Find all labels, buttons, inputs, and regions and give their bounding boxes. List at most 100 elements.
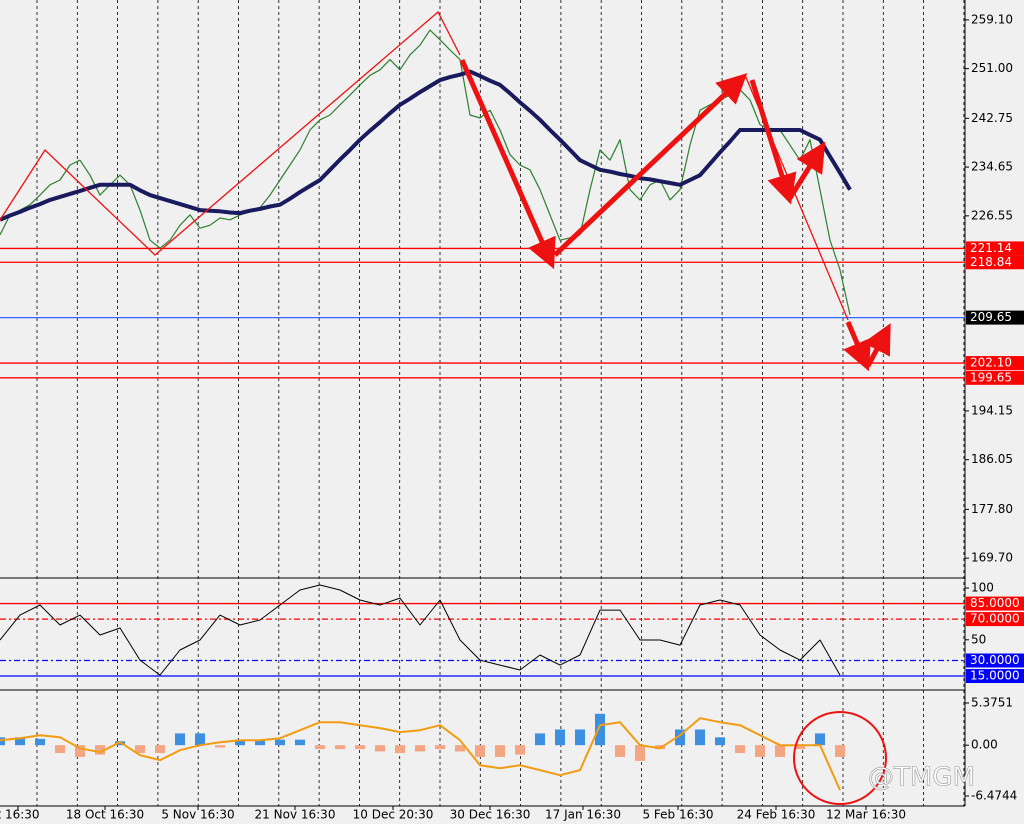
histogram-bar [695, 729, 705, 746]
level-label-bg [966, 370, 1024, 385]
level-label-bg [966, 255, 1024, 270]
level-label-bg [966, 596, 1024, 611]
y-tick-label: 234.65 [971, 160, 1013, 174]
histogram-bar [55, 745, 65, 754]
level-label: 218.84 [970, 255, 1012, 269]
histogram-bar [415, 745, 425, 752]
annotations [0, 10, 891, 805]
histogram-bar [355, 745, 365, 750]
histogram-bar [595, 713, 605, 746]
level-label: 70.0000 [970, 612, 1020, 626]
y-tick-label: -6.4744 [971, 788, 1017, 802]
histogram-bar [295, 739, 305, 746]
level-label-bg [966, 669, 1024, 684]
histogram-bar [315, 745, 325, 750]
histogram-bar [755, 745, 765, 757]
histogram-bar [395, 745, 405, 754]
y-tick-label: 194.15 [971, 403, 1013, 417]
histogram-bar [275, 739, 285, 746]
y-tick-label: 259.10 [971, 12, 1013, 26]
watermark: @TMGM [868, 763, 975, 793]
histogram-bar [775, 745, 785, 757]
histogram-bar [495, 745, 505, 757]
highlight-circle [793, 711, 887, 805]
level-label-bg [966, 612, 1024, 627]
histogram-bar [155, 745, 165, 754]
plot: 259.10 251.00 242.75 234.65 226.55 194.15 186.… [0, 12, 1024, 822]
x-tick-label: 5 Nov 16:30 [161, 808, 234, 822]
histogram-bar [675, 729, 685, 746]
y-tick-label: 242.75 [971, 111, 1013, 125]
x-tick-label: 12 Mar 16:30 [826, 808, 906, 822]
histogram-bar [215, 745, 225, 748]
histogram-bar [95, 745, 105, 755]
level-label-bg [966, 241, 1024, 256]
histogram-bar [75, 745, 85, 757]
arrow [863, 323, 891, 368]
y-tick-label: 251.00 [971, 61, 1013, 75]
level-label: 202.10 [970, 356, 1012, 370]
y-tick-label: 100 [971, 581, 994, 595]
arrow [749, 79, 797, 205]
histogram-bar [235, 739, 245, 746]
level-label-bg [966, 310, 1024, 325]
histogram-bar [635, 745, 645, 761]
histogram-bar [815, 733, 825, 746]
series-line [0, 69, 852, 222]
y-tick-label: 177.80 [971, 502, 1013, 516]
histogram-bar [35, 738, 45, 746]
trend-line [0, 10, 461, 256]
histogram-bar [135, 745, 145, 754]
level-label: 30.0000 [970, 653, 1020, 667]
x-tick-label: 24 Feb 16:30 [737, 808, 816, 822]
histogram-bar [435, 745, 445, 750]
level-label: 15.0000 [970, 669, 1020, 683]
histogram-bar [0, 737, 5, 746]
x-tick-label: 18 Oct 16:30 [66, 808, 144, 822]
histogram-bar [455, 745, 465, 752]
histogram-bar [175, 733, 185, 746]
histogram-bar [475, 745, 485, 757]
arrow [553, 73, 748, 257]
series-line [0, 717, 841, 791]
arrow [787, 141, 826, 200]
x-tick-label: 17 Jan 16:30 [545, 808, 621, 822]
histogram-bar [615, 745, 625, 757]
level-label: 209.65 [970, 310, 1012, 324]
x-tick-label: 10 Dec 20:30 [353, 808, 434, 822]
histogram-bar [195, 733, 205, 746]
y-tick-label: 0.00 [971, 738, 998, 752]
level-label-bg [966, 653, 1024, 668]
histogram-bar [335, 745, 345, 750]
histogram-bar [375, 745, 385, 752]
histogram-bar [735, 745, 745, 754]
arrow [459, 58, 556, 270]
histogram-bar [255, 739, 265, 746]
x-tick-label: 30 Dec 16:30 [450, 808, 531, 822]
level-label: 221.14 [970, 241, 1012, 255]
series-line [0, 584, 841, 676]
x-tick-label: 5 Feb 16:30 [642, 808, 713, 822]
vertical-grid [36, 0, 965, 806]
y-tick-label: 169.70 [971, 551, 1013, 565]
y-tick-label: 50 [971, 632, 986, 646]
x-tick-label: t 16:30 [0, 808, 40, 822]
histogram-bar [515, 745, 525, 755]
y-tick-label: 186.05 [971, 452, 1013, 466]
histogram-bar [555, 729, 565, 746]
histogram-bar [575, 729, 585, 746]
y-tick-label: 226.55 [971, 208, 1013, 222]
level-label-bg [966, 356, 1024, 371]
histogram-bar [835, 745, 845, 757]
y-tick-label: 5.3751 [971, 695, 1013, 709]
histogram-bar [535, 733, 545, 746]
histogram-bar [15, 737, 25, 746]
x-tick-label: 21 Nov 16:30 [255, 808, 336, 822]
series-line [0, 29, 851, 316]
level-label: 199.65 [970, 370, 1012, 384]
level-label: 85.0000 [970, 596, 1020, 610]
arrow [843, 321, 871, 372]
